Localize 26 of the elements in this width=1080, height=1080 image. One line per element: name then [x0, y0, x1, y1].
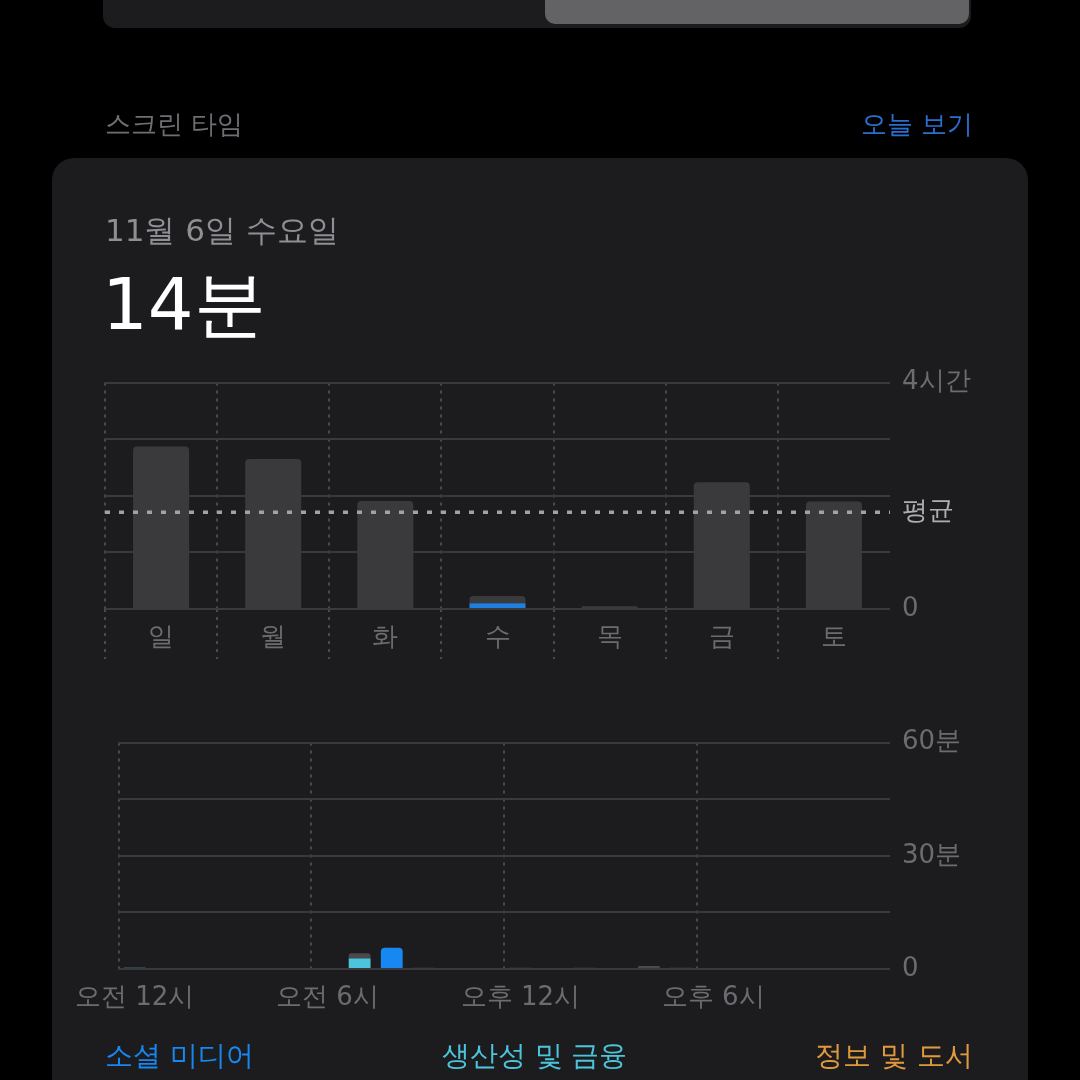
- bar: [469, 595, 526, 604]
- y-tick-label: 0: [902, 951, 919, 982]
- x-tick-label: 토: [820, 621, 847, 652]
- bar: [469, 603, 526, 608]
- x-tick-label: 수: [484, 621, 511, 652]
- x-tick-label: 화: [372, 621, 399, 652]
- chart-title: 14분: [102, 262, 266, 346]
- legend-label: 정보 및 도서: [815, 1039, 973, 1073]
- y-tick-label: 4시간: [902, 365, 971, 396]
- y-tick-label: 30분: [902, 838, 962, 869]
- y-tick-label: 0: [902, 591, 919, 622]
- x-tick-label: 오전 6시: [276, 981, 379, 1012]
- text: 스크린 타임: [105, 108, 244, 140]
- x-tick-label: 목: [596, 621, 623, 652]
- y-tick-label: 60분: [902, 725, 962, 756]
- x-tick-label: 일: [148, 621, 175, 652]
- chart-subtitle: 11월 6일 수요일: [105, 211, 339, 249]
- x-tick-label: 오후 6시: [661, 981, 765, 1012]
- x-tick-label: 오후 12시: [460, 981, 581, 1012]
- x-tick-label: 금: [708, 621, 735, 652]
- text: 오늘 보기: [860, 108, 973, 140]
- text: 소셜 미디어: [105, 1039, 254, 1073]
- x-tick-label: 월: [260, 621, 287, 652]
- ref-line-label: 평균: [902, 494, 954, 525]
- text: 생산성 및 금융: [441, 1039, 628, 1073]
- x-tick-label: 오전 12시: [74, 981, 195, 1012]
